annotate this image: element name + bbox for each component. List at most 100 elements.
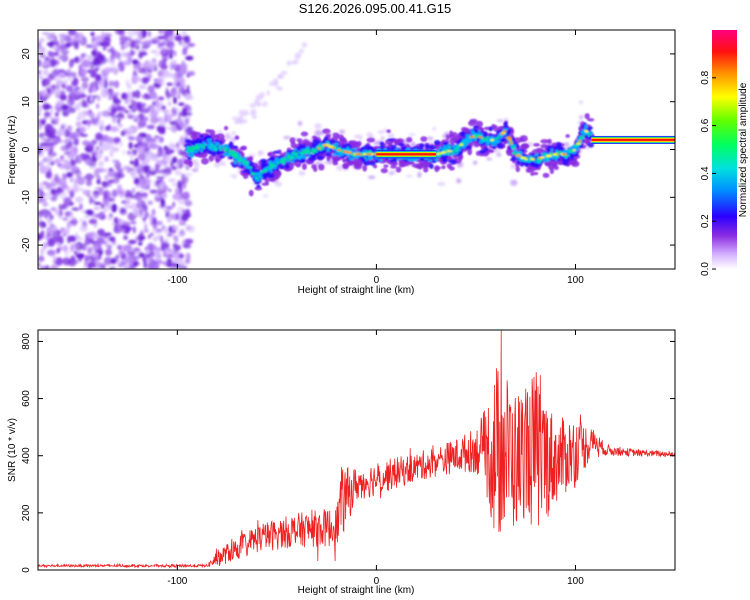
heatmap-cell bbox=[38, 41, 42, 49]
heatmap-cell bbox=[41, 209, 49, 213]
heatmap-cell bbox=[182, 48, 188, 56]
heatmap-cell bbox=[185, 252, 191, 261]
heatmap-cell bbox=[173, 107, 182, 111]
heatmap-cell bbox=[49, 58, 57, 68]
heatmap-cell bbox=[578, 136, 583, 139]
heatmap-cell bbox=[69, 177, 74, 183]
heatmap-cell bbox=[49, 106, 54, 116]
heatmap-cell bbox=[58, 44, 67, 50]
heatmap-cell bbox=[336, 164, 344, 171]
heatmap-cell bbox=[510, 145, 514, 148]
heatmap-cell bbox=[411, 141, 415, 147]
heatmap-cell bbox=[86, 120, 91, 129]
heatmap-cell bbox=[558, 150, 563, 154]
colorbar-gradient bbox=[712, 30, 737, 269]
heatmap-cell bbox=[419, 143, 425, 149]
heatmap-cell bbox=[144, 156, 152, 163]
heatmap-cell bbox=[298, 170, 306, 176]
heatmap-cell bbox=[138, 180, 148, 189]
heatmap-cell bbox=[530, 171, 535, 176]
heatmap-cell bbox=[308, 152, 312, 155]
heatmap-cell bbox=[62, 159, 70, 163]
heatmap-cell bbox=[59, 191, 67, 199]
heatmap-cell bbox=[77, 155, 83, 164]
heatmap-cell bbox=[290, 155, 295, 158]
heatmap-cell bbox=[369, 160, 376, 166]
heatmap-cell bbox=[213, 148, 218, 151]
heatmap-cell bbox=[194, 149, 197, 153]
heatmap-cell bbox=[186, 150, 190, 153]
heatmap-cell bbox=[373, 140, 381, 146]
snr-ytick-label: 400 bbox=[21, 447, 32, 464]
heatmap-cell bbox=[185, 208, 191, 217]
heatmap-cell bbox=[138, 84, 146, 90]
heatmap-cell bbox=[74, 86, 81, 90]
heatmap-cell bbox=[130, 98, 134, 106]
heatmap-cell bbox=[166, 205, 174, 210]
heatmap-cell bbox=[154, 50, 161, 57]
heatmap-cell bbox=[259, 175, 261, 179]
heatmap-cell bbox=[95, 74, 102, 81]
heatmap-cell bbox=[44, 111, 51, 116]
heatmap-cell bbox=[106, 217, 115, 221]
heatmap-cell bbox=[318, 163, 325, 171]
heatmap-cell bbox=[168, 178, 173, 183]
heatmap-cell bbox=[122, 262, 128, 269]
heatmap-cell bbox=[506, 136, 512, 139]
heatmap-cell bbox=[173, 235, 179, 241]
heatmap-cell bbox=[439, 152, 443, 155]
heatmap-cell bbox=[38, 46, 46, 55]
heatmap-cell bbox=[195, 147, 199, 150]
heatmap-cell bbox=[275, 181, 283, 187]
spectrogram-heatmap bbox=[38, 30, 675, 269]
heatmap-cell bbox=[127, 114, 135, 120]
heatmap-cell bbox=[178, 260, 185, 266]
heatmap-cell bbox=[578, 139, 582, 143]
heatmap-cell bbox=[164, 248, 170, 254]
heatmap-cell bbox=[109, 150, 114, 158]
heatmap-cell bbox=[155, 228, 163, 233]
spectrogram-xtick-label: 0 bbox=[374, 275, 380, 286]
heatmap-cell bbox=[148, 244, 157, 249]
heatmap-cell bbox=[395, 148, 398, 151]
heatmap-cell bbox=[163, 208, 171, 213]
heatmap-cell bbox=[141, 62, 149, 67]
heatmap-cell bbox=[131, 59, 139, 65]
heatmap-cell bbox=[184, 238, 194, 244]
heatmap-cell bbox=[280, 157, 283, 161]
heatmap-cell bbox=[363, 156, 367, 159]
heatmap-cell bbox=[157, 145, 163, 151]
heatmap-cell bbox=[159, 136, 164, 143]
heatmap-cell bbox=[104, 232, 112, 236]
heatmap-cell bbox=[165, 258, 173, 268]
heatmap-cell bbox=[166, 82, 174, 86]
heatmap-cell bbox=[40, 229, 45, 239]
heatmap-cell bbox=[54, 173, 59, 183]
heatmap-cell bbox=[304, 149, 308, 152]
heatmap-cell bbox=[132, 75, 141, 82]
heatmap-cell bbox=[439, 146, 442, 150]
heatmap-cell bbox=[282, 158, 287, 162]
heatmap-cell bbox=[366, 153, 372, 156]
spectrogram-ytick-label: -10 bbox=[21, 190, 32, 205]
heatmap-cell bbox=[185, 139, 190, 144]
heatmap-cell bbox=[515, 166, 521, 173]
heatmap-cell bbox=[272, 78, 279, 84]
heatmap-cell bbox=[584, 124, 587, 129]
heatmap-cell bbox=[429, 163, 434, 170]
heatmap-cell bbox=[322, 144, 327, 147]
heatmap-cell bbox=[367, 150, 372, 154]
colorbar-tick-label: 0.0 bbox=[700, 262, 711, 276]
heatmap-cell bbox=[234, 135, 240, 140]
colorbar-label: Normalized spectral amplitude bbox=[738, 82, 749, 217]
heatmap-cell bbox=[367, 175, 376, 180]
heatmap-cell bbox=[81, 81, 89, 90]
heatmap-cell bbox=[164, 72, 173, 78]
heatmap-cell bbox=[233, 160, 238, 165]
heatmap-cell bbox=[52, 68, 60, 77]
heatmap-cell bbox=[50, 188, 57, 195]
heatmap-cell bbox=[170, 111, 175, 117]
heatmap-cell bbox=[86, 54, 94, 61]
heatmap-cell bbox=[317, 147, 321, 150]
